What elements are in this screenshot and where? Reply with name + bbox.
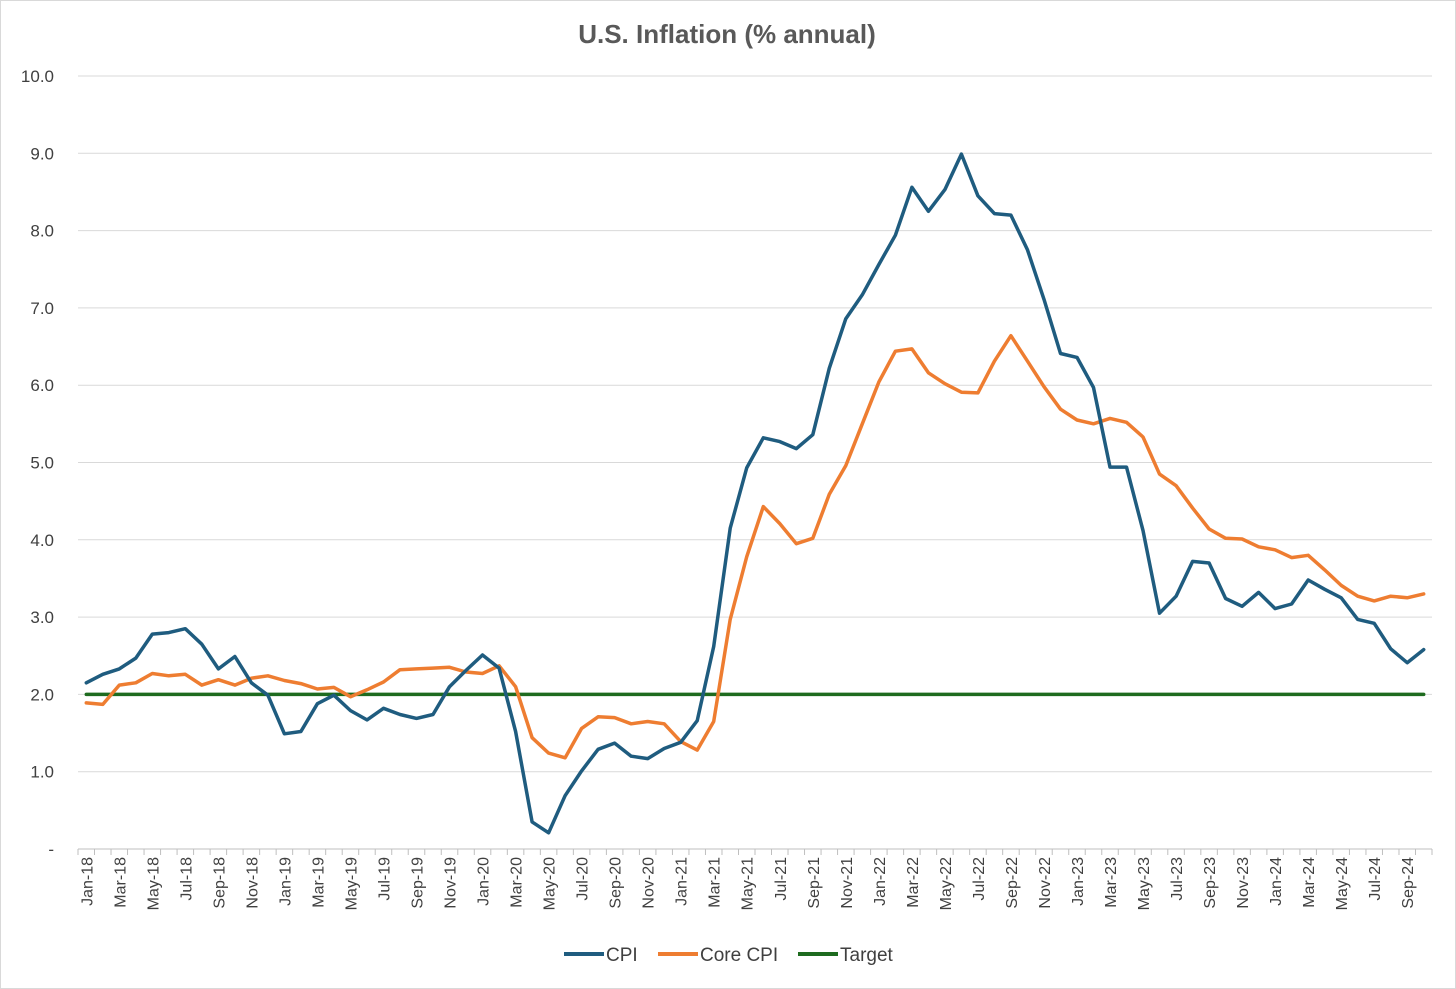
x-tick-label: Sep-24 <box>1400 857 1417 909</box>
x-tick-label: Jul-22 <box>971 857 988 901</box>
y-tick-label: 4.0 <box>30 531 54 550</box>
y-tick-label: 2.0 <box>30 685 54 704</box>
legend-label-core-cpi: Core CPI <box>700 945 778 966</box>
y-tick-label: - <box>48 840 54 859</box>
x-tick-label: Jan-23 <box>1070 857 1087 906</box>
y-tick-label: 5.0 <box>30 454 54 473</box>
x-tick-label: Jul-23 <box>1169 857 1186 901</box>
y-tick-label: 1.0 <box>30 763 54 782</box>
x-tick-label: Jul-20 <box>575 857 592 901</box>
x-tick-label: Mar-23 <box>1103 857 1120 908</box>
series-line-core-cpi <box>84 333 1426 760</box>
x-tick-label: Mar-18 <box>112 857 129 908</box>
x-tick-label: Jan-22 <box>872 857 889 906</box>
x-tick-label: May-21 <box>740 857 757 910</box>
x-tick-label: Nov-21 <box>839 857 856 909</box>
x-tick-label: Jul-19 <box>376 857 393 901</box>
x-tick-label: Mar-24 <box>1301 857 1318 908</box>
x-tick-label: Mar-20 <box>509 857 526 908</box>
x-tick-label: Nov-23 <box>1235 857 1252 909</box>
y-tick-label: 9.0 <box>30 144 54 163</box>
y-tick-label: 3.0 <box>30 608 54 627</box>
series-line-cpi <box>84 152 1426 835</box>
x-tick-label: Sep-19 <box>410 857 427 909</box>
x-tick-label: Jul-24 <box>1367 857 1384 901</box>
x-tick-label: Nov-20 <box>641 857 658 909</box>
gridlines <box>78 75 1432 773</box>
x-tick-label: Nov-22 <box>1037 857 1054 909</box>
y-axis-tick-labels: - 1.0 2.0 3.0 4.0 5.0 6.0 7.0 8.0 9.0 10.0 <box>21 67 54 859</box>
x-tick-label: May-22 <box>938 857 955 910</box>
x-tick-label: Mar-22 <box>905 857 922 908</box>
x-tick-label: Sep-23 <box>1202 857 1219 909</box>
x-tick-label: Nov-19 <box>443 857 460 909</box>
x-tick-label: Sep-20 <box>608 857 625 909</box>
y-tick-label: 7.0 <box>30 299 54 318</box>
axes <box>77 848 1433 855</box>
x-tick-label: May-24 <box>1334 857 1351 910</box>
x-tick-label: Jan-21 <box>674 857 691 906</box>
chart-title: U.S. Inflation (% annual) <box>578 19 876 49</box>
x-tick-label: May-20 <box>542 857 559 910</box>
x-tick-label: Jan-19 <box>277 857 294 906</box>
x-tick-label: Sep-21 <box>806 857 823 909</box>
x-axis-tick-labels: Jan-18 Mar-18 May-18 Jul-18 Sep-18 Nov-18 Jan-… <box>79 857 1417 910</box>
x-tick-label: Sep-18 <box>211 857 228 909</box>
x-tick-label: Nov-18 <box>244 857 261 909</box>
data-series <box>84 152 1426 835</box>
x-tick-label: May-19 <box>343 857 360 910</box>
legend-label-cpi: CPI <box>606 945 638 966</box>
y-tick-label: 6.0 <box>30 376 54 395</box>
x-tick-label: Sep-22 <box>1004 857 1021 909</box>
x-tick-label: Jan-20 <box>476 857 493 906</box>
x-tick-label: Mar-19 <box>310 857 327 908</box>
x-tick-label: Jul-18 <box>178 857 195 901</box>
x-tick-label: Jan-24 <box>1268 857 1285 906</box>
x-tick-label: Jan-18 <box>79 857 96 906</box>
y-tick-label: 10.0 <box>21 67 54 86</box>
y-tick-label: 8.0 <box>30 222 54 241</box>
legend-label-target: Target <box>840 945 894 966</box>
x-tick-label: Jul-21 <box>773 857 790 901</box>
x-tick-label: Mar-21 <box>707 857 724 908</box>
x-tick-label: May-18 <box>145 857 162 910</box>
legend: CPI Core CPI Target <box>564 945 894 966</box>
x-tick-label: May-23 <box>1136 857 1153 910</box>
